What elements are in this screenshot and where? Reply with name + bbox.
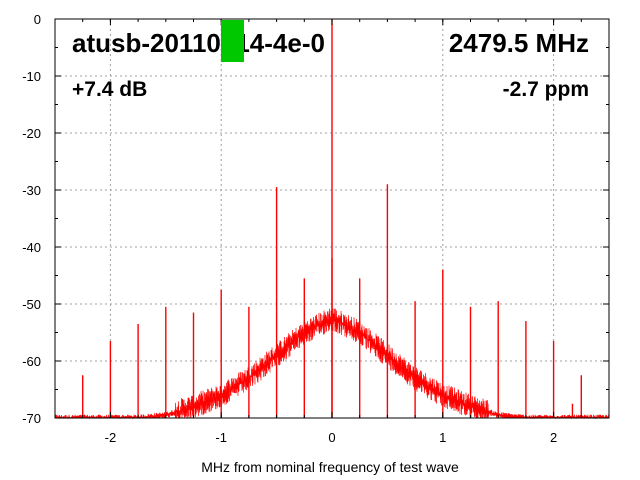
x-axis-label: MHz from nominal frequency of test wave bbox=[201, 459, 459, 475]
y-tick-label: -20 bbox=[22, 126, 41, 141]
redaction-block bbox=[221, 20, 244, 62]
axis-ticks bbox=[54, 18, 610, 419]
y-tick-label: -10 bbox=[22, 69, 41, 84]
chart-title-frequency: 2479.5 MHz bbox=[449, 28, 589, 58]
y-tick-label: -50 bbox=[22, 297, 41, 312]
y-tick-label: -40 bbox=[22, 240, 41, 255]
x-tick-label: -2 bbox=[105, 430, 117, 445]
ppm-annotation: -2.7 ppm bbox=[503, 78, 589, 101]
chart-title-device: atusb-20110214-4e-0 bbox=[72, 28, 325, 58]
spur-series bbox=[81, 19, 582, 418]
y-tick-label: 0 bbox=[34, 12, 41, 27]
level-annotation: +7.4 dB bbox=[72, 78, 147, 101]
x-tick-labels: -2 -1 0 1 2 bbox=[105, 430, 558, 445]
y-tick-label: -30 bbox=[22, 183, 41, 198]
x-tick-label: 1 bbox=[439, 430, 446, 445]
x-tick-label: -1 bbox=[215, 430, 227, 445]
x-tick-label: 2 bbox=[550, 430, 557, 445]
y-tick-labels: 0 -10 -20 -30 -40 -50 -60 -70 bbox=[22, 12, 41, 426]
y-tick-label: -60 bbox=[22, 354, 41, 369]
x-tick-label: 0 bbox=[328, 430, 335, 445]
y-tick-label: -70 bbox=[22, 411, 41, 426]
